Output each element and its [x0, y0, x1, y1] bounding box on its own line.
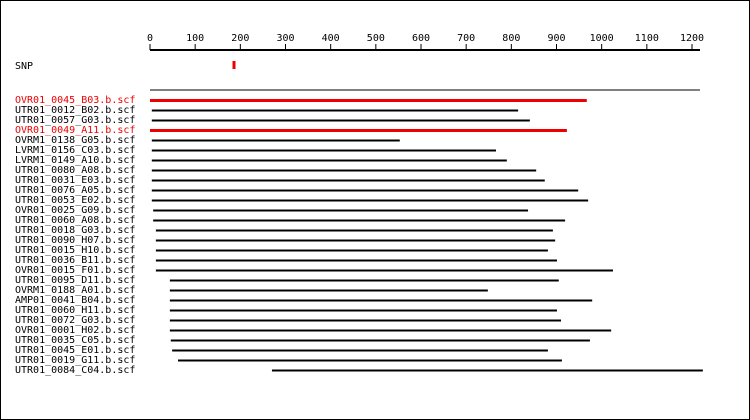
- read-name: UTR01_0060_A08.b.scf: [15, 215, 135, 226]
- x-tick-label: 800: [502, 33, 520, 44]
- read-name: UTR01_0060_H11.b.scf: [15, 305, 135, 316]
- read-name: LVRM1_0156_C03.b.scf: [15, 145, 135, 156]
- x-tick-label: 100: [186, 33, 204, 44]
- read-name: UTR01_0080_A08.b.scf: [15, 165, 135, 176]
- read-name: UTR01_0053_E02.b.scf: [15, 195, 135, 206]
- x-tick-label: 900: [547, 33, 565, 44]
- x-tick-label: 200: [231, 33, 249, 44]
- read-name: AMP01_0041_B04.b.scf: [15, 295, 135, 306]
- x-tick-label: 400: [322, 33, 340, 44]
- x-tick-label: 300: [276, 33, 294, 44]
- x-tick-label: 700: [457, 33, 475, 44]
- read-name: OVRM1_0188_A01.b.scf: [15, 285, 135, 296]
- read-name: UTR01_0084_C04.b.scf: [15, 365, 135, 376]
- read-name: OVR01_0025_G09.b.scf: [15, 205, 135, 216]
- x-tick-label: 0: [147, 33, 153, 44]
- read-name: UTR01_0015_H10.b.scf: [15, 245, 135, 256]
- read-name: UTR01_0090_H07.b.scf: [15, 235, 135, 246]
- read-name: OVR01_0045_B03.b.scf: [15, 95, 135, 106]
- snp-marker: [232, 61, 236, 69]
- x-tick-label: 600: [412, 33, 430, 44]
- read-name: UTR01_0045_E01.b.scf: [15, 345, 135, 356]
- read-name: UTR01_0076_A05.b.scf: [15, 185, 135, 196]
- read-name: LVRM1_0149_A10.b.scf: [15, 155, 135, 166]
- x-tick-label: 1200: [680, 33, 704, 44]
- read-name: UTR01_0012_B02.b.scf: [15, 105, 135, 116]
- read-name: OVR01_0001_H02.b.scf: [15, 325, 135, 336]
- read-name: UTR01_0019_G11.b.scf: [15, 355, 135, 366]
- read-name: UTR01_0035_C05.b.scf: [15, 335, 135, 346]
- read-name: UTR01_0018_G03.b.scf: [15, 225, 135, 236]
- x-tick-label: 1000: [590, 33, 614, 44]
- read-name: OVR01_0049_A11.b.scf: [15, 125, 135, 136]
- read-name: UTR01_0031_E03.b.scf: [15, 175, 135, 186]
- read-name: UTR01_0036_B11.b.scf: [15, 255, 135, 266]
- snp-label: SNP: [15, 61, 33, 72]
- read-name: UTR01_0095_D11.b.scf: [15, 275, 135, 286]
- read-name: UTR01_0072_G03.b.scf: [15, 315, 135, 326]
- read-name: OVR01_0015_F01.b.scf: [15, 265, 135, 276]
- x-tick-label: 1100: [635, 33, 659, 44]
- x-tick-label: 500: [367, 33, 385, 44]
- read-name: UTR01_0057_G03.b.scf: [15, 115, 135, 126]
- read-name: OVRM1_0138_G05.b.scf: [15, 135, 135, 146]
